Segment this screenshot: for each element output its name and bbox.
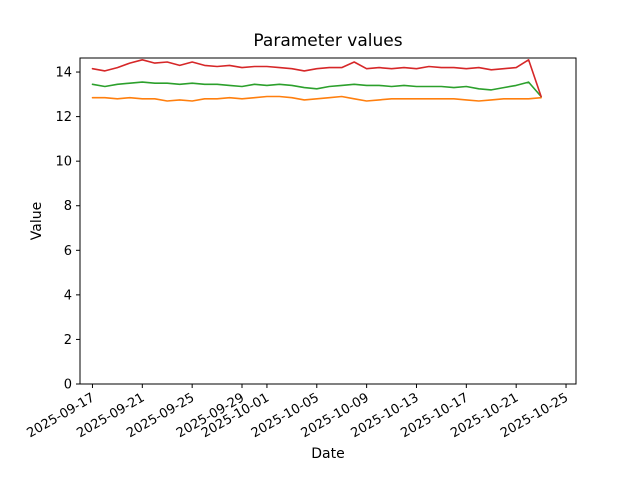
y-tick-label: 2 <box>64 333 72 348</box>
chart-title: Parameter values <box>253 31 403 51</box>
y-tick-label: 10 <box>55 155 72 170</box>
y-tick-label: 0 <box>64 378 72 393</box>
y-tick-label: 14 <box>55 66 72 81</box>
y-tick-label: 4 <box>64 288 72 303</box>
x-axis-label: Date <box>311 446 345 462</box>
y-tick-label: 12 <box>55 110 72 125</box>
series-line-red <box>91 58 542 98</box>
y-tick-label: 8 <box>64 199 72 214</box>
y-tick-label: 6 <box>64 244 72 259</box>
series-line-green <box>91 81 542 98</box>
series-line-orange <box>91 95 542 102</box>
plot-frame <box>79 57 577 385</box>
